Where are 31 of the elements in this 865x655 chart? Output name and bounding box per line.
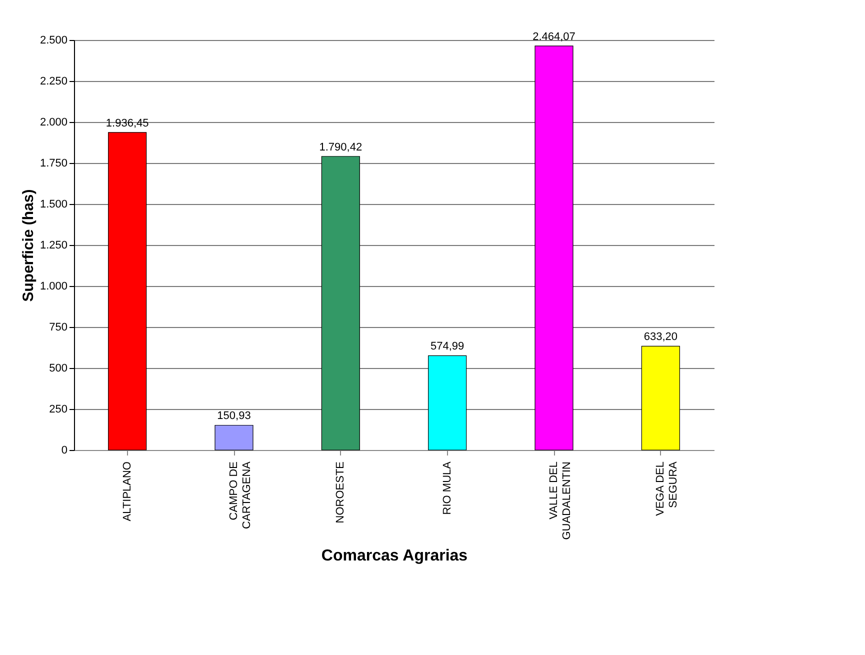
x-tick-label: CAMPO DE CARTAGENA bbox=[228, 460, 253, 529]
data-label: 150,93 bbox=[217, 410, 251, 422]
bar bbox=[428, 355, 467, 450]
bar bbox=[214, 424, 254, 450]
data-label: 574,99 bbox=[430, 340, 464, 353]
y-tick-label: 1.750 bbox=[40, 158, 68, 170]
y-tick-label: 1.250 bbox=[40, 240, 68, 252]
y-tick-label: 2.500 bbox=[40, 34, 68, 46]
y-tick-label: 500 bbox=[49, 362, 68, 374]
data-label: 633,20 bbox=[644, 331, 678, 344]
y-tick-label: 1.500 bbox=[40, 198, 68, 210]
bar bbox=[534, 46, 574, 450]
data-label: 1.790,42 bbox=[319, 141, 362, 154]
data-label: 1.936,45 bbox=[106, 117, 149, 130]
bar bbox=[321, 156, 360, 450]
x-axis-title: Comarcas Agrarias bbox=[321, 548, 468, 565]
x-tick-label: ALTIPLANO bbox=[121, 461, 134, 522]
bar bbox=[108, 132, 147, 450]
bar bbox=[641, 346, 680, 450]
y-axis-title: Superficie (has) bbox=[20, 189, 37, 302]
y-tick-label: 0 bbox=[61, 444, 68, 456]
y-tick-label: 1.000 bbox=[40, 280, 68, 292]
y-tick-label: 750 bbox=[49, 322, 68, 334]
x-tick-label: RIO MULA bbox=[441, 460, 454, 515]
x-tick-label: VALLE DEL GUADALENTIN bbox=[548, 461, 573, 540]
data-label: 2.464,07 bbox=[532, 30, 576, 43]
y-tick-label: 250 bbox=[49, 404, 68, 416]
y-tick-label: 2.000 bbox=[40, 116, 68, 128]
y-tick-label: 2.250 bbox=[40, 76, 68, 88]
x-tick-label: VEGA DEL SEGURA bbox=[654, 460, 680, 516]
x-tick-label: NOROESTE bbox=[334, 462, 347, 524]
